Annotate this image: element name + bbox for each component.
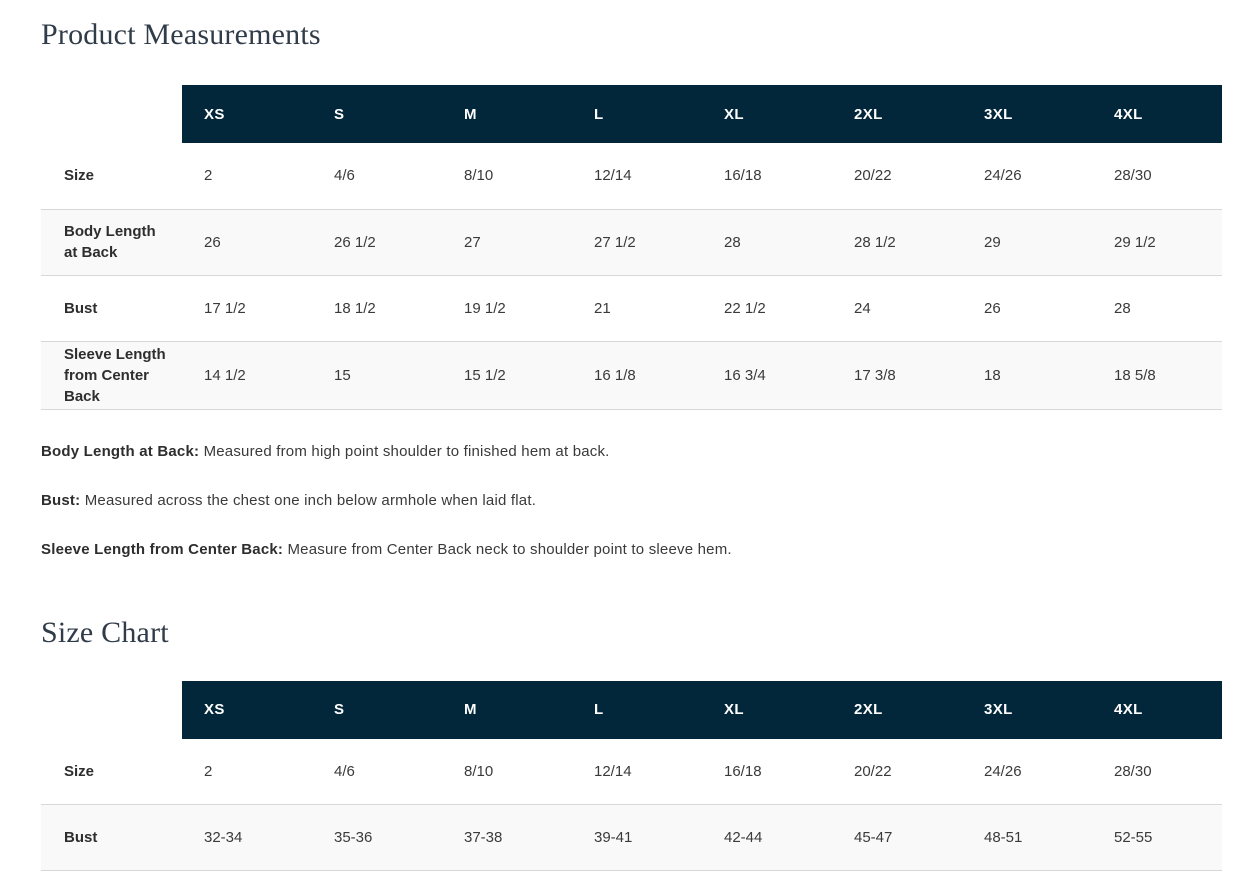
row-label: Sleeve Length from Center Back [41,341,182,409]
cell: 42-44 [702,805,832,871]
row-label: Size [41,143,182,209]
note-sleeve-length: Sleeve Length from Center Back: Measure … [41,539,1222,560]
cell: 18 1/2 [312,275,442,341]
row-label: Body Length at Back [41,209,182,275]
cell: 15 [312,341,442,409]
cell: 16/18 [702,143,832,209]
cell: 24/26 [962,143,1092,209]
cell: 27 [442,209,572,275]
cell: 12/14 [572,739,702,805]
column-header-3xl: 3XL [962,85,1092,143]
column-header-s: S [312,85,442,143]
column-header-2xl: 2XL [832,681,962,739]
column-header-xl: XL [702,681,832,739]
note-definition: Measured from high point shoulder to fin… [204,443,610,460]
cell: 16 3/4 [702,341,832,409]
cell: 37-38 [442,805,572,871]
cell: 18 5/8 [1092,341,1222,409]
cell: 45-47 [832,805,962,871]
cell: 12/14 [572,143,702,209]
size-chart-table: XS S M L XL 2XL 3XL 4XL Size 2 4/6 8/10 … [41,681,1222,871]
cell: 28 1/2 [832,209,962,275]
cell: 24/26 [962,739,1092,805]
size-header-row: XS S M L XL 2XL 3XL 4XL [41,681,1222,739]
row-label: Bust [41,805,182,871]
column-header-3xl: 3XL [962,681,1092,739]
note-term: Body Length at Back: [41,443,199,460]
table-row-bust: Bust 17 1/2 18 1/2 19 1/2 21 22 1/2 24 2… [41,275,1222,341]
cell: 17 3/8 [832,341,962,409]
size-chart-title: Size Chart [41,616,1222,650]
cell: 26 [962,275,1092,341]
product-measurements-title: Product Measurements [41,18,1222,52]
note-definition: Measure from Center Back neck to shoulde… [287,541,731,558]
cell: 16/18 [702,739,832,805]
cell: 16 1/8 [572,341,702,409]
note-term: Bust: [41,492,80,509]
column-header-l: L [572,681,702,739]
cell: 20/22 [832,143,962,209]
cell: 8/10 [442,739,572,805]
cell: 21 [572,275,702,341]
column-header-xs: XS [182,85,312,143]
cell: 29 1/2 [1092,209,1222,275]
column-header-xs: XS [182,681,312,739]
cell: 8/10 [442,143,572,209]
column-header-4xl: 4XL [1092,85,1222,143]
column-header-xl: XL [702,85,832,143]
cell: 22 1/2 [702,275,832,341]
table-row-bust: Bust 32-34 35-36 37-38 39-41 42-44 45-47… [41,805,1222,871]
cell: 18 [962,341,1092,409]
cell: 39-41 [572,805,702,871]
cell: 27 1/2 [572,209,702,275]
note-definition: Measured across the chest one inch below… [85,492,536,509]
cell: 28/30 [1092,143,1222,209]
cell: 14 1/2 [182,341,312,409]
corner-cell [41,681,182,739]
cell: 48-51 [962,805,1092,871]
corner-cell [41,85,182,143]
note-bust: Bust: Measured across the chest one inch… [41,490,1222,511]
row-label: Bust [41,275,182,341]
cell: 2 [182,143,312,209]
row-label: Size [41,739,182,805]
cell: 26 [182,209,312,275]
note-term: Sleeve Length from Center Back: [41,541,283,558]
cell: 32-34 [182,805,312,871]
cell: 28 [1092,275,1222,341]
column-header-m: M [442,85,572,143]
cell: 4/6 [312,739,442,805]
cell: 15 1/2 [442,341,572,409]
product-measurements-table: XS S M L XL 2XL 3XL 4XL Size 2 4/6 8/10 … [41,85,1222,410]
cell: 35-36 [312,805,442,871]
note-body-length: Body Length at Back: Measured from high … [41,441,1222,462]
column-header-l: L [572,85,702,143]
cell: 4/6 [312,143,442,209]
cell: 29 [962,209,1092,275]
table-row-size: Size 2 4/6 8/10 12/14 16/18 20/22 24/26 … [41,739,1222,805]
cell: 52-55 [1092,805,1222,871]
column-header-4xl: 4XL [1092,681,1222,739]
cell: 26 1/2 [312,209,442,275]
cell: 24 [832,275,962,341]
column-header-s: S [312,681,442,739]
table-row-sleeve-length: Sleeve Length from Center Back 14 1/2 15… [41,341,1222,409]
size-header-row: XS S M L XL 2XL 3XL 4XL [41,85,1222,143]
column-header-2xl: 2XL [832,85,962,143]
table-row-size: Size 2 4/6 8/10 12/14 16/18 20/22 24/26 … [41,143,1222,209]
cell: 2 [182,739,312,805]
cell: 28/30 [1092,739,1222,805]
column-header-m: M [442,681,572,739]
measurement-notes: Body Length at Back: Measured from high … [41,441,1222,560]
cell: 28 [702,209,832,275]
cell: 20/22 [832,739,962,805]
cell: 17 1/2 [182,275,312,341]
cell: 19 1/2 [442,275,572,341]
table-row-body-length: Body Length at Back 26 26 1/2 27 27 1/2 … [41,209,1222,275]
